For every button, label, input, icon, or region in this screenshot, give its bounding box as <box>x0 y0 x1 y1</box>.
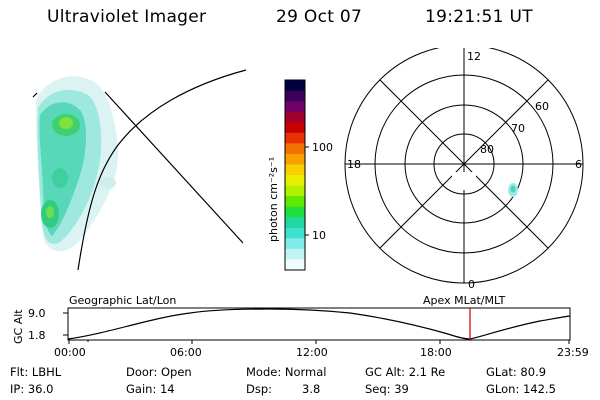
y-axis-label: GC Alt <box>12 309 25 344</box>
colorbar-band <box>285 90 305 102</box>
colorbar-band <box>285 248 305 260</box>
info-door: Door: Open <box>126 365 192 379</box>
colorbar-band <box>285 175 305 187</box>
colorbar-band <box>285 196 305 208</box>
info-glat: GLat: 80.9 <box>486 365 547 379</box>
y-tick-label-1-8: 1.8 <box>28 329 46 342</box>
info-glon: GLon: 142.5 <box>486 382 556 396</box>
colorbar-band <box>285 164 305 176</box>
colorbar-gradient <box>285 80 305 271</box>
timeline-right-caption: Apex MLat/MLT <box>423 294 506 307</box>
colorbar-band <box>285 153 305 165</box>
colorbar-frame <box>284 79 306 271</box>
x-tick-label-0600: 06:00 <box>170 346 202 359</box>
colorbar-band <box>285 101 305 113</box>
info-dsp-label: Dsp: <box>246 382 273 396</box>
x-tick-label-1200: 12:00 <box>296 346 328 359</box>
mlat-label-80: 80 <box>480 143 494 156</box>
colorbar-band <box>285 227 305 239</box>
info-ip: IP: 36.0 <box>10 382 54 396</box>
colorbar-tick-label-100: 100 <box>312 141 333 154</box>
mlt-label-6: 6 <box>575 158 582 171</box>
mlt-label-0: 0 <box>468 278 475 290</box>
info-gain: Gain: 14 <box>126 382 175 396</box>
polar-emission-spot <box>508 183 518 197</box>
center-label-mask <box>452 172 476 190</box>
colorbar-band <box>285 80 305 92</box>
info-seq: Seq: 39 <box>365 382 409 396</box>
x-tick-label-2359: 23:59 <box>557 346 589 359</box>
date-label: 29 Oct 07 <box>276 7 363 27</box>
info-dsp-value: 3.8 <box>302 382 321 396</box>
colorbar-band <box>285 185 305 197</box>
geographic-image-panel <box>32 69 247 271</box>
mlat-label-70: 70 <box>511 122 525 135</box>
mlt-label-18: 18 <box>347 158 361 171</box>
aurora-emission <box>36 76 119 252</box>
timeline-frame <box>67 307 571 341</box>
orbit-altitude-plot: GC Alt 9.0 1.8 <box>12 307 571 344</box>
info-filter: Flt: LBHL <box>10 365 62 379</box>
colorbar-band <box>285 143 305 155</box>
altitude-curve <box>67 308 571 340</box>
time-label: 19:21:51 UT <box>425 7 533 27</box>
colorbar-tick-label-10: 10 <box>312 229 326 242</box>
colorbar-band <box>285 122 305 134</box>
y-tick-label-9: 9.0 <box>28 307 46 320</box>
info-gc-alt: GC Alt: 2.1 Re <box>365 365 446 379</box>
mlt-label-12: 12 <box>467 50 481 63</box>
colorbar-band <box>285 206 305 218</box>
colorbar-band <box>285 132 305 144</box>
polar-diagonal-2 <box>379 79 549 249</box>
colorbar-band <box>285 259 305 271</box>
colorbar-band <box>285 217 305 229</box>
info-mode: Mode: Normal <box>246 365 327 379</box>
colorbar-band <box>285 238 305 250</box>
timeline-left-caption: Geographic Lat/Lon <box>69 294 177 307</box>
x-tick-label-1800: 18:00 <box>420 346 452 359</box>
colorbar: 100 10 photon cm⁻²s⁻¹ <box>267 79 333 271</box>
mlat-label-60: 60 <box>535 100 549 113</box>
lat-lon-grid-lines <box>32 69 247 271</box>
app-title: Ultraviolet Imager <box>47 7 207 27</box>
colorbar-unit-label: photon cm⁻²s⁻¹ <box>267 157 280 242</box>
colorbar-band <box>285 111 305 123</box>
x-tick-label-0000: 00:00 <box>54 346 86 359</box>
polar-plot: 12 18 6 0 60 70 80 <box>344 48 584 290</box>
